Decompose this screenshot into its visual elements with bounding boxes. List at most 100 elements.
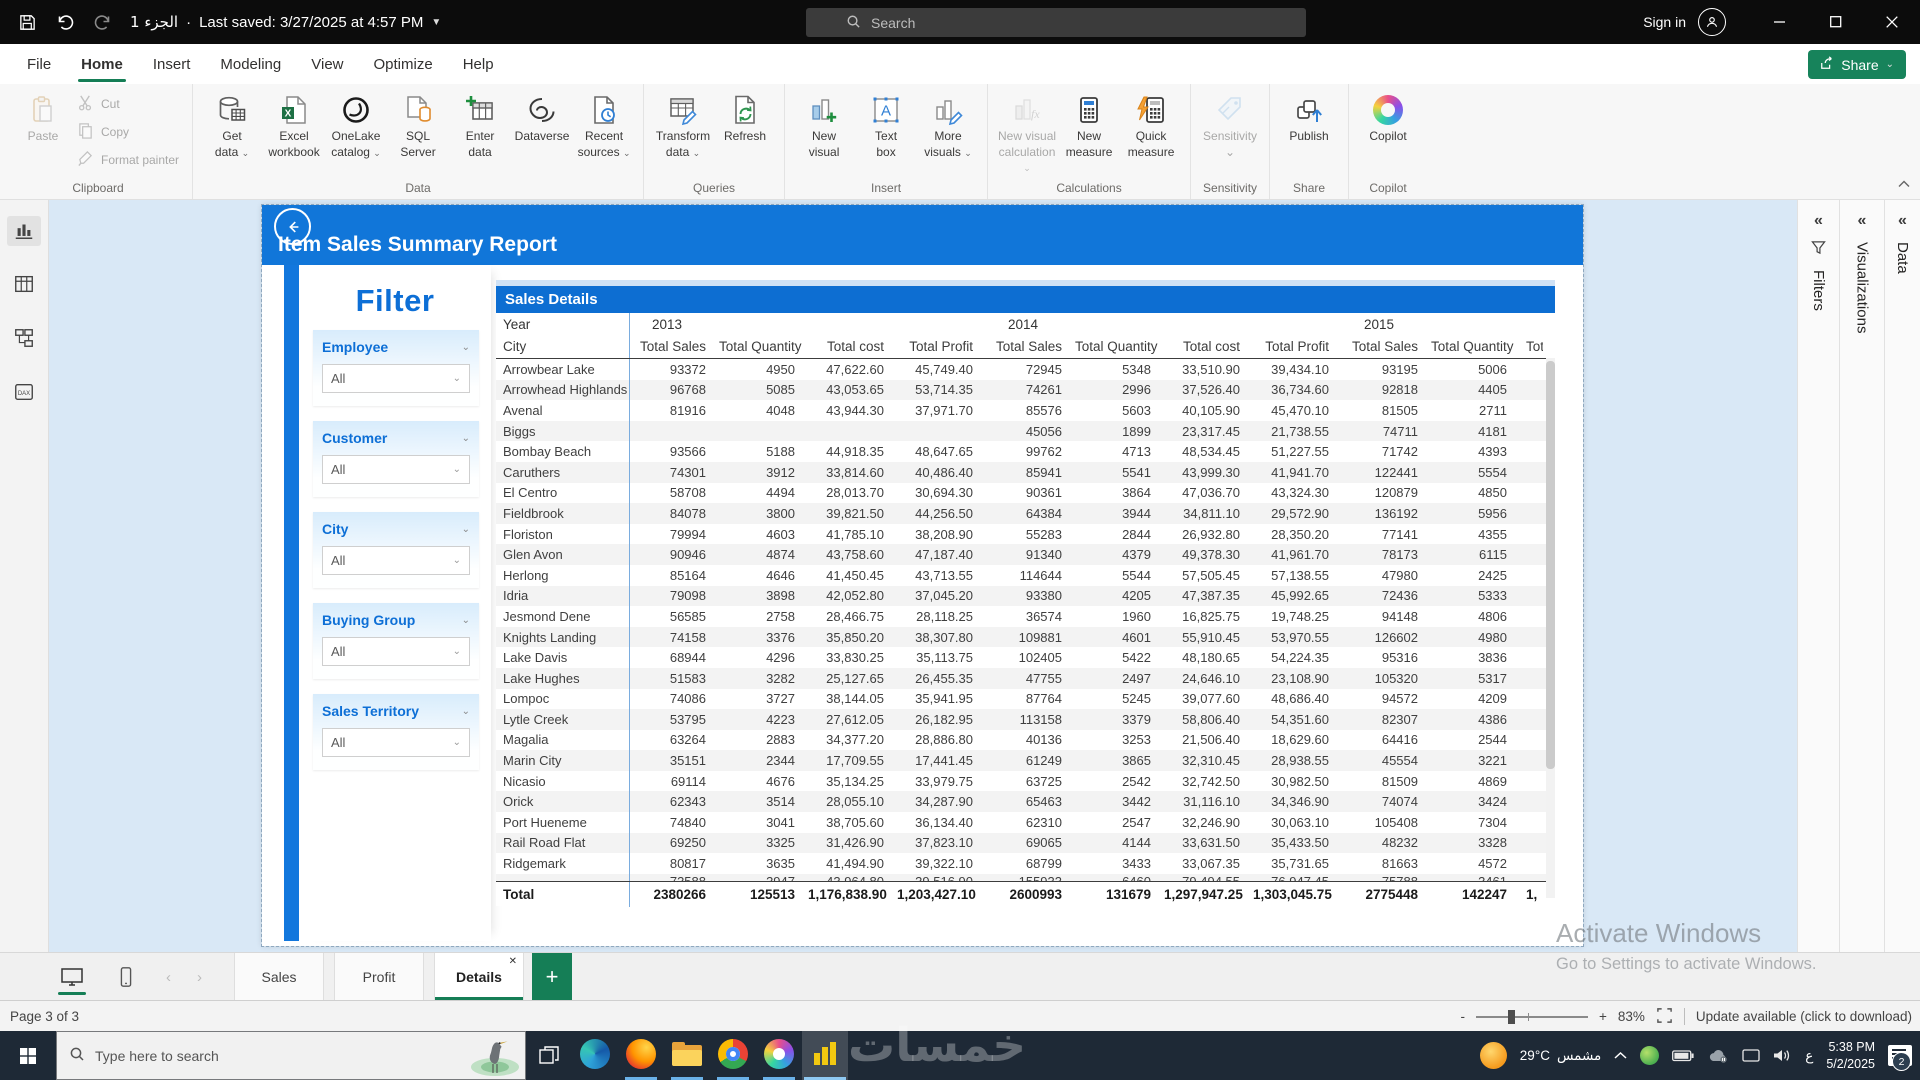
dataverse-button[interactable]: Dataverse [512,88,572,145]
new-visual-button[interactable]: Newvisual [794,88,854,160]
table-row[interactable]: Lompoc74086372738,144.0535,941.958776452… [496,689,1555,710]
new-measure-button[interactable]: Newmeasure [1059,88,1119,160]
save-icon[interactable] [16,11,38,33]
slicer-dropdown-customer[interactable]: All⌄ [322,455,470,484]
slicer-dropdown-buying-group[interactable]: All⌄ [322,637,470,666]
matrix-scrollbar[interactable] [1546,358,1555,898]
desktop-layout-icon[interactable] [58,953,86,1001]
fit-to-page-icon[interactable] [1656,1007,1673,1027]
expand-pane-icon[interactable]: « [1814,212,1823,230]
more-visuals-button[interactable]: Morevisuals ⌄ [918,88,978,160]
undo-icon[interactable] [54,11,76,33]
menu-tab-file[interactable]: File [12,44,66,84]
table-row[interactable]: Lytle Creek53795422327,612.0526,182.9511… [496,709,1555,730]
copy-button[interactable]: Copy [77,122,179,142]
zoom-slider-thumb[interactable] [1508,1010,1515,1024]
menu-tab-optimize[interactable]: Optimize [359,44,448,84]
refresh-button[interactable]: Refresh [715,88,775,145]
enter-data-button[interactable]: Enterdata [450,88,510,160]
taskbar-app-edge[interactable] [572,1031,618,1080]
prev-page-arrow[interactable]: ‹ [166,969,171,986]
slicer-dropdown-sales-territory[interactable]: All⌄ [322,728,470,757]
chevron-down-icon[interactable]: ⌄ [462,615,470,626]
collapse-ribbon-icon[interactable] [1898,176,1910,191]
page-tab-sales[interactable]: Sales [234,953,324,1001]
table-row[interactable]: Ridgemark80817363541,494.9039,322.106879… [496,853,1555,874]
mobile-layout-icon[interactable] [112,953,140,1001]
table-row[interactable]: Rail Road Flat69250332531,426.9037,823.1… [496,833,1555,854]
slicer-dropdown-city[interactable]: All⌄ [322,546,470,575]
notification-center-icon[interactable]: 2 [1888,1045,1912,1066]
table-row[interactable]: Biggs45056189923,317.4521,738.5574711418… [496,421,1555,442]
table-row[interactable]: El Centro58708449428,013.7030,694.309036… [496,483,1555,504]
get-data-button[interactable]: Getdata ⌄ [202,88,262,160]
table-row[interactable]: Fieldbrook84078380039,821.5044,256.50643… [496,503,1555,524]
new-page-button[interactable]: + [532,953,572,1001]
table-row[interactable]: Avenal81916404843,944.3037,971.708557656… [496,400,1555,421]
model-view[interactable] [7,324,41,354]
table-row[interactable]: Orick62343351428,055.1034,287.9065463344… [496,791,1555,812]
dax-query-view[interactable]: DAX [7,378,41,408]
zoom-out-button[interactable]: - [1460,1009,1465,1024]
search-highlight-image[interactable] [465,1034,523,1080]
table-row[interactable]: Jesmond Dene56585275828,466.7528,118.253… [496,606,1555,627]
cut-button[interactable]: Cut [77,94,179,114]
table-row[interactable]: Floriston79994460341,785.1038,208.905528… [496,524,1555,545]
table-row[interactable]: Glen Avon90946487443,758.6047,187.409134… [496,544,1555,565]
chevron-down-icon[interactable]: ⌄ [462,433,470,444]
sensitivity-button[interactable]: Sensitivity⌄ [1200,88,1260,160]
format-painter-button[interactable]: Format painter [77,150,179,170]
sign-in-button[interactable]: Sign in [1643,14,1686,30]
display-cast-icon[interactable] [1742,1049,1760,1063]
quick-measure-button[interactable]: Quickmeasure [1121,88,1181,160]
next-page-arrow[interactable]: › [197,969,202,986]
battery-icon[interactable] [1672,1050,1694,1062]
new-visual-calculation-button[interactable]: fxNew visualcalculation ⌄ [997,88,1057,176]
menu-tab-help[interactable]: Help [448,44,509,84]
table-row[interactable]: Nicasio69114467635,134.2533,979.75637252… [496,771,1555,792]
update-available-link[interactable]: Update available (click to download) [1696,1009,1912,1024]
taskbar-app-firefox[interactable] [618,1031,664,1080]
menu-tab-modeling[interactable]: Modeling [205,44,296,84]
expand-pane-icon[interactable]: « [1898,212,1907,230]
minimize-button[interactable] [1752,0,1808,44]
taskbar-app-chrome-colorful[interactable] [756,1031,802,1080]
table-row[interactable]: Port Hueneme74840304138,705.6036,134.406… [496,812,1555,833]
table-view[interactable] [7,270,41,300]
table-row[interactable]: Caruthers74301391233,814.6040,486.408594… [496,462,1555,483]
close-tab-icon[interactable]: ✕ [509,956,517,967]
zoom-slider[interactable] [1476,1016,1588,1018]
pane-data[interactable]: «Data [1884,200,1920,952]
menu-tab-home[interactable]: Home [66,44,138,84]
table-row[interactable]: Marin City35151234417,709.5517,441.45612… [496,750,1555,771]
table-row[interactable]: Arrowhead Highlands96768508543,053.6553,… [496,380,1555,401]
report-page[interactable]: Item Sales Summary Report Filter Employe… [262,205,1583,946]
account-avatar[interactable] [1698,8,1726,36]
zoom-in-button[interactable]: + [1599,1009,1607,1024]
menu-tab-insert[interactable]: Insert [138,44,206,84]
antivirus-tray-icon[interactable] [1640,1046,1659,1065]
sql-server-button[interactable]: SQLServer [388,88,448,160]
transform-data-button[interactable]: Transformdata ⌄ [653,88,713,160]
volume-icon[interactable] [1773,1048,1792,1063]
publish-button[interactable]: Publish [1279,88,1339,145]
slicer-dropdown-employee[interactable]: All⌄ [322,364,470,393]
table-row[interactable]: Idria79098389842,052.8037,045.2093380420… [496,586,1555,607]
onelake-catalog-button[interactable]: OneLakecatalog ⌄ [326,88,386,160]
page-tab-profit[interactable]: Profit [334,953,424,1001]
redo-icon[interactable] [92,11,114,33]
table-row[interactable]: Lake Davis68944429633,830.2535,113.75102… [496,647,1555,668]
weather-widget[interactable]: 29°C مشمس [1520,1048,1601,1064]
task-view-button[interactable] [526,1031,572,1080]
taskbar-app-power-bi[interactable] [802,1031,848,1080]
sales-details-matrix[interactable]: Sales Details Year201320142015CityTotal … [496,280,1555,906]
share-button[interactable]: Share ⌄ [1808,50,1906,79]
onedrive-cloud-icon[interactable] [1707,1049,1729,1063]
paste-button[interactable]: Paste [13,88,73,145]
chevron-down-icon[interactable]: ⌄ [462,342,470,353]
table-row[interactable]: Herlong85164464641,450.4543,713.55114644… [496,565,1555,586]
recent-sources-button[interactable]: Recentsources ⌄ [574,88,634,160]
table-row[interactable]: Bombay Beach93566518844,918.3548,647.659… [496,441,1555,462]
table-row[interactable]: Knights Landing74158337635,850.2038,307.… [496,627,1555,648]
menu-tab-view[interactable]: View [296,44,358,84]
